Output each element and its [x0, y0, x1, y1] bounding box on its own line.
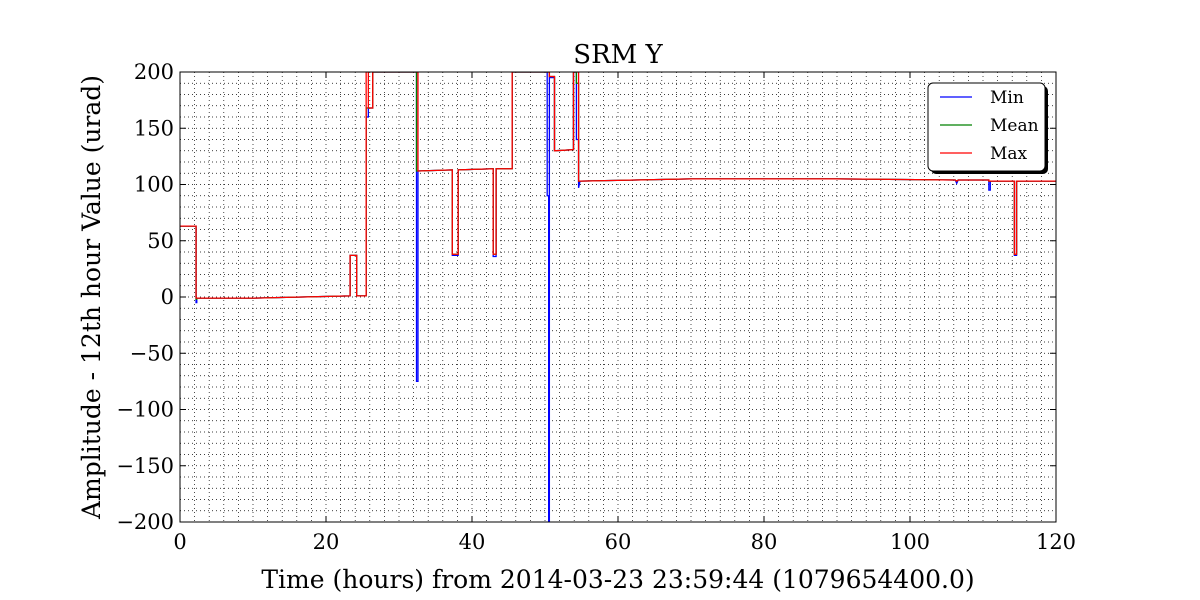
series-line-max [180, 72, 1056, 299]
legend-label: Max [990, 144, 1028, 164]
legend: Min Mean Max [927, 82, 1048, 174]
x-tick-label: 100 [890, 530, 930, 554]
y-tick-label: 50 [147, 229, 174, 253]
legend-label: Mean [990, 116, 1039, 136]
legend-box [927, 82, 1046, 172]
y-tick-label: 200 [134, 60, 174, 84]
y-tick-label: 0 [161, 285, 174, 309]
series-group [180, 72, 1056, 522]
x-tick-label: 80 [751, 530, 778, 554]
y-tick-label: 150 [134, 116, 174, 140]
axis-ticks: 0 20 40 60 80 100 120 −200 −150 −100 −50 0 50 100 150 2… [116, 60, 1076, 554]
x-tick-label: 120 [1036, 530, 1076, 554]
y-tick-label: −100 [116, 398, 174, 422]
y-tick-label: 100 [134, 173, 174, 197]
y-tick-label: −50 [130, 341, 174, 365]
grid [179, 71, 1057, 523]
x-tick-label: 0 [173, 530, 186, 554]
x-tick-label: 20 [313, 530, 340, 554]
y-tick-label: −200 [116, 510, 174, 534]
x-tick-label: 60 [605, 530, 632, 554]
legend-label: Min [990, 88, 1024, 108]
y-tick-label: −150 [116, 454, 174, 478]
x-tick-label: 40 [459, 530, 486, 554]
x-axis-label: Time (hours) from 2014-03-23 23:59:44 (1… [261, 565, 974, 594]
y-axis-label: Amplitude - 12th hour Value (urad) [77, 75, 106, 520]
chart-title: SRM Y [573, 40, 663, 70]
